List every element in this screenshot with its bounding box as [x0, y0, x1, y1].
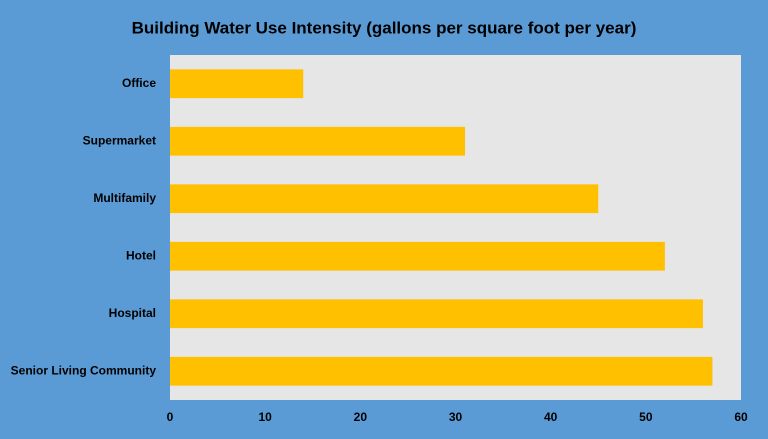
plot-area — [170, 55, 741, 400]
x-tick-label: 60 — [734, 410, 748, 424]
bar — [170, 69, 304, 99]
x-tick-label: 20 — [354, 410, 368, 424]
y-tick-label: Supermarket — [83, 133, 156, 147]
bar — [170, 241, 665, 271]
x-tick-label: 0 — [167, 410, 174, 424]
x-tick-label: 40 — [544, 410, 558, 424]
y-tick-label: Hospital — [109, 306, 156, 320]
y-tick-label: Senior Living Community — [11, 363, 157, 377]
y-tick-label: Office — [122, 76, 156, 90]
bar — [170, 299, 703, 329]
x-tick-label: 10 — [258, 410, 272, 424]
bar — [170, 356, 713, 386]
chart-title: Building Water Use Intensity (gallons pe… — [132, 18, 637, 37]
bar — [170, 126, 466, 156]
bar — [170, 184, 599, 214]
x-tick-label: 30 — [449, 410, 463, 424]
y-tick-label: Multifamily — [93, 191, 156, 205]
y-tick-label: Hotel — [126, 248, 156, 262]
x-tick-label: 50 — [639, 410, 653, 424]
